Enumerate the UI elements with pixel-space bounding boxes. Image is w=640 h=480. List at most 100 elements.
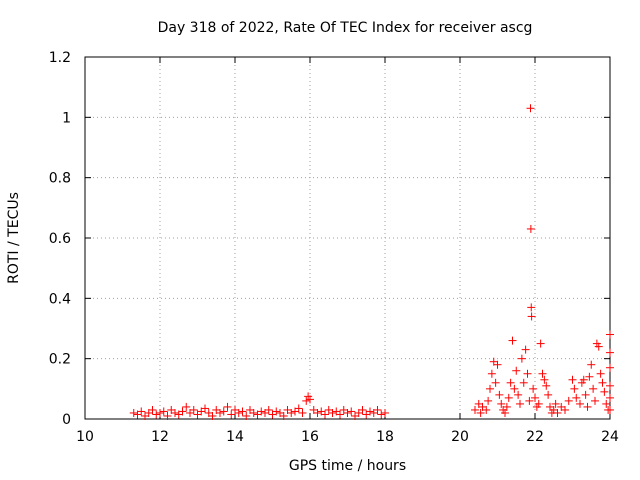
- data-point: [227, 410, 236, 419]
- data-point: [510, 384, 519, 393]
- data-point: [495, 390, 504, 399]
- data-point: [561, 405, 569, 414]
- data-point: [373, 405, 382, 414]
- data-point: [606, 393, 614, 402]
- data-point: [484, 396, 493, 405]
- data-point: [596, 369, 605, 378]
- data-point: [521, 345, 530, 354]
- data-point: [279, 411, 288, 420]
- data-point: [553, 408, 562, 417]
- data-point: [504, 393, 513, 402]
- data-point: [579, 375, 588, 384]
- data-point: [606, 330, 614, 339]
- data-point: [606, 363, 614, 372]
- data-point: [606, 381, 614, 390]
- y-tick-label: 0.8: [49, 171, 71, 187]
- y-tick-label: 0.4: [49, 291, 71, 307]
- data-point: [347, 407, 356, 416]
- data-point: [201, 404, 209, 413]
- x-tick-label: 22: [526, 429, 544, 445]
- data-point: [223, 402, 232, 411]
- y-axis-label: ROTI / TECUs: [6, 192, 22, 284]
- data-point: [264, 405, 273, 414]
- data-point: [534, 399, 543, 408]
- data-point: [306, 395, 314, 404]
- data-point: [272, 407, 281, 416]
- data-point: [602, 399, 611, 408]
- data-point: [516, 399, 524, 408]
- data-point: [321, 410, 329, 419]
- data-point: [381, 408, 389, 417]
- data-point: [129, 408, 138, 417]
- data-point: [343, 408, 352, 417]
- data-point: [568, 375, 577, 384]
- data-point: [328, 408, 337, 417]
- data-point: [216, 408, 224, 417]
- data-point: [482, 405, 491, 414]
- data-point: [171, 408, 179, 417]
- data-point: [526, 224, 535, 233]
- x-tick-label: 16: [301, 429, 319, 445]
- x-axis-ticks: 10 12 14 16 18 20 22 24: [76, 57, 619, 445]
- data-point: [238, 407, 247, 416]
- data-point: [589, 384, 598, 393]
- data-point: [585, 372, 594, 381]
- data-point: [525, 396, 534, 405]
- data-point: [551, 399, 560, 408]
- data-point: [377, 410, 386, 419]
- data-point: [514, 390, 523, 399]
- data-point: [476, 408, 485, 417]
- data-point: [178, 407, 187, 416]
- data-point: [242, 411, 251, 420]
- data-points: [129, 104, 614, 420]
- data-point: [502, 402, 511, 411]
- data-point: [493, 360, 502, 369]
- data-point: [287, 408, 296, 417]
- data-point: [298, 408, 307, 417]
- data-point: [519, 378, 528, 387]
- data-point: [182, 402, 191, 411]
- data-point: [538, 369, 547, 378]
- y-tick-label: 0: [62, 412, 71, 428]
- x-tick-label: 20: [451, 429, 469, 445]
- data-point: [583, 402, 592, 411]
- y-tick-label: 1: [62, 110, 71, 126]
- y-tick-label: 1.2: [49, 50, 71, 66]
- y-tick-label: 0.2: [49, 352, 71, 368]
- x-tick-label: 14: [226, 429, 244, 445]
- y-tick-label: 0.6: [49, 231, 71, 247]
- data-point: [591, 396, 599, 405]
- chart-title: Day 318 of 2022, Rate Of TEC Index for r…: [158, 20, 533, 36]
- data-point: [486, 384, 494, 393]
- data-point: [587, 360, 596, 369]
- data-point: [249, 408, 258, 417]
- data-point: [257, 407, 266, 416]
- data-point: [487, 369, 496, 378]
- data-point: [508, 336, 517, 345]
- x-tick-label: 12: [151, 429, 169, 445]
- data-point: [148, 405, 157, 414]
- x-tick-label: 18: [376, 429, 394, 445]
- x-tick-label: 10: [76, 429, 94, 445]
- data-point: [512, 366, 521, 375]
- data-point: [159, 407, 168, 416]
- data-point: [572, 393, 581, 402]
- x-axis-label: GPS time / hours: [289, 458, 406, 474]
- data-point: [527, 312, 536, 321]
- data-point: [471, 405, 479, 414]
- data-point: [526, 104, 535, 113]
- data-point: [529, 384, 538, 393]
- data-point: [506, 378, 515, 387]
- data-point: [594, 342, 603, 351]
- data-point: [598, 378, 607, 387]
- data-point: [358, 405, 367, 414]
- data-point: [234, 408, 243, 417]
- data-point: [606, 348, 614, 357]
- data-point: [606, 405, 614, 414]
- data-point: [501, 408, 509, 417]
- data-point: [517, 354, 526, 363]
- data-point: [497, 399, 506, 408]
- data-point: [137, 407, 146, 416]
- data-point: [163, 411, 172, 420]
- data-point: [208, 411, 217, 420]
